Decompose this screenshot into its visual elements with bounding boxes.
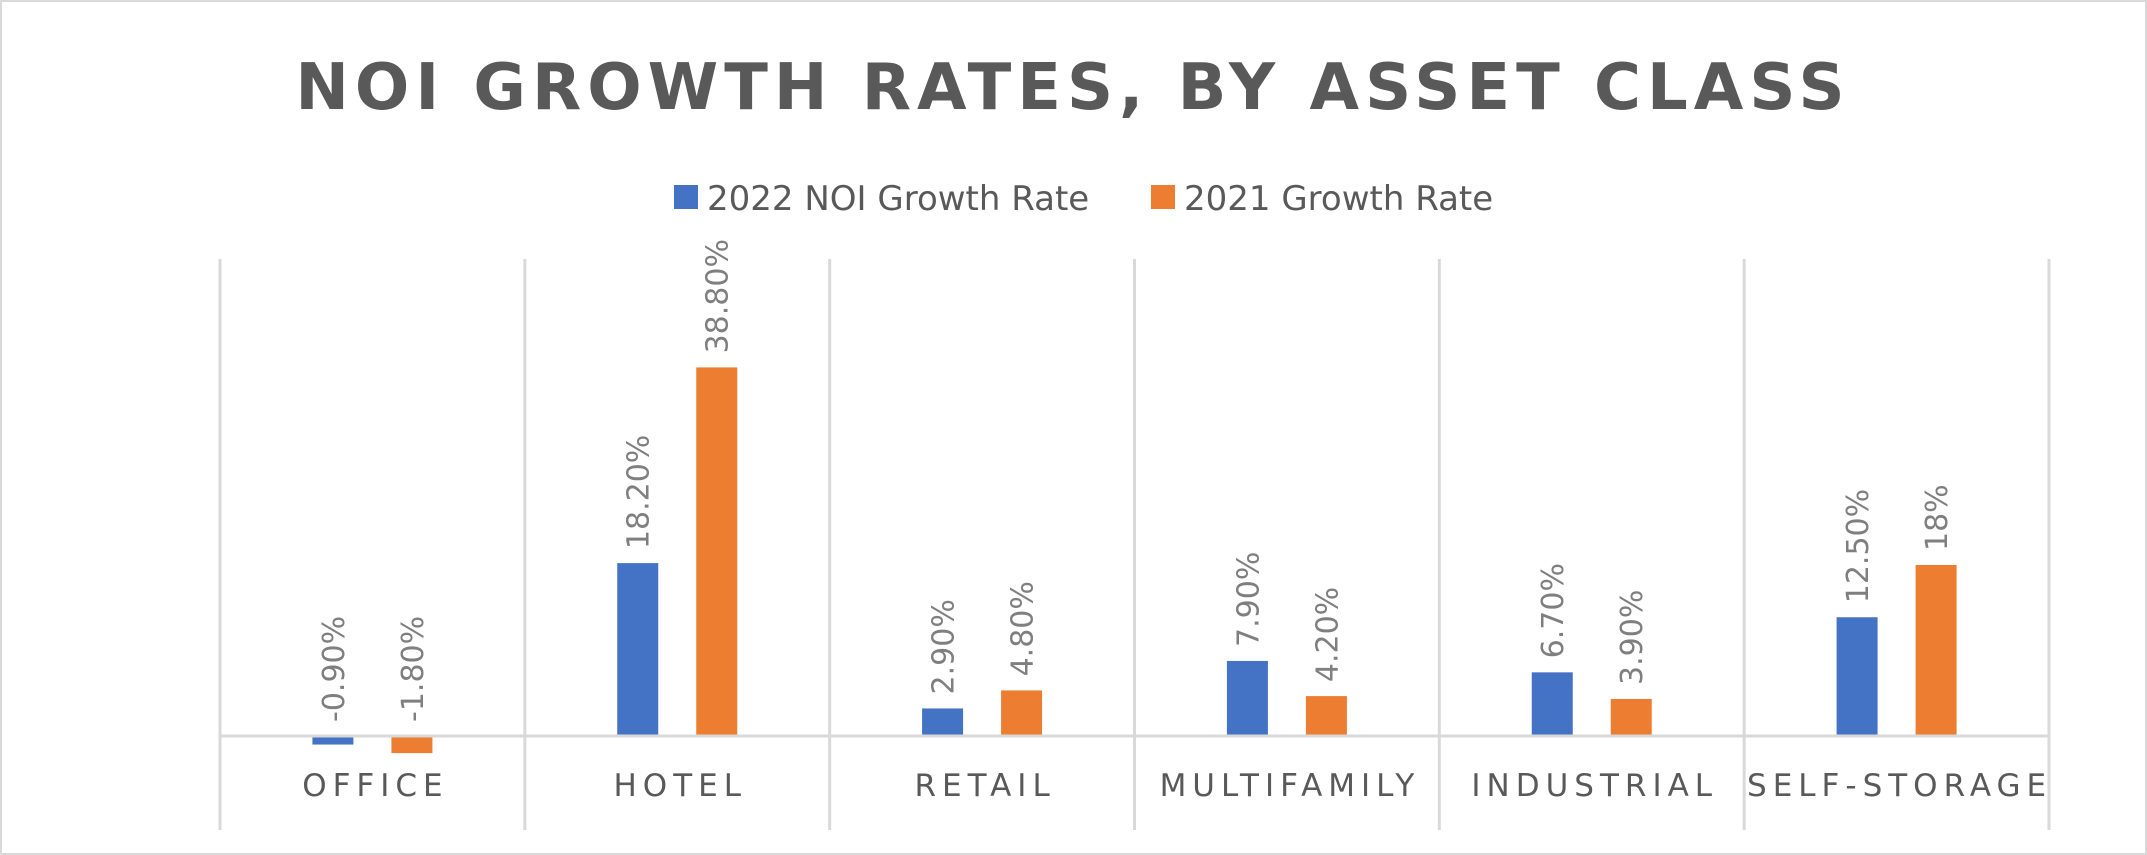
legend-label-2022: 2022 NOI Growth Rate <box>707 179 1089 219</box>
legend-swatch-2021 <box>1151 185 1175 209</box>
x-tick-label: RETAIL <box>914 768 1055 804</box>
bar-self-storage-2022 <box>1836 617 1878 736</box>
data-label-industrial-2022: 6.70% <box>1536 563 1571 658</box>
bar-retail-2021 <box>1001 690 1043 736</box>
legend-swatch-2022 <box>674 185 698 209</box>
x-tick-label: INDUSTRIAL <box>1471 768 1718 804</box>
x-tick-label: HOTEL <box>613 768 747 804</box>
x-tick-label: MULTIFAMILY <box>1160 768 1421 804</box>
bar-industrial-2022 <box>1531 672 1573 736</box>
bar-industrial-2021 <box>1610 698 1652 736</box>
legend-label-2021: 2021 Growth Rate <box>1184 179 1493 219</box>
data-label-retail-2021: 4.80% <box>1006 581 1041 676</box>
bar-office-2021 <box>391 736 433 754</box>
x-tick-label: SELF-STORAGE <box>1747 768 2052 804</box>
bar-hotel-2021 <box>696 367 738 736</box>
data-label-hotel-2022: 18.20% <box>622 435 657 549</box>
plot-area: -0.90% -1.80% 18.20% 38.80% 2.90% 4.80% 7.90% 4… <box>218 239 2052 830</box>
data-label-multifamily-2021: 4.20% <box>1310 587 1345 682</box>
bar-office-2022 <box>312 736 354 745</box>
bar-multifamily-2022 <box>1226 660 1268 736</box>
bar-multifamily-2021 <box>1305 696 1347 736</box>
data-label-industrial-2021: 3.90% <box>1615 590 1650 685</box>
data-label-multifamily-2022: 7.90% <box>1231 552 1266 647</box>
data-label-hotel-2021: 38.80% <box>701 239 736 353</box>
data-label-retail-2022: 2.90% <box>927 599 962 694</box>
bar-self-storage-2021 <box>1915 565 1957 736</box>
data-label-office-2021: -1.80% <box>396 616 431 722</box>
data-label-office-2022: -0.90% <box>317 616 352 722</box>
bar-hotel-2022 <box>617 563 659 736</box>
bar-retail-2022 <box>922 708 964 736</box>
chart-title: NOI GROWTH RATES, BY ASSET CLASS <box>295 51 1850 125</box>
legend: 2022 NOI Growth Rate 2021 Growth Rate <box>674 179 1493 219</box>
data-label-self-storage-2022: 12.50% <box>1841 489 1876 603</box>
x-tick-label: OFFICE <box>302 768 448 804</box>
data-label-self-storage-2021: 18% <box>1920 484 1955 551</box>
